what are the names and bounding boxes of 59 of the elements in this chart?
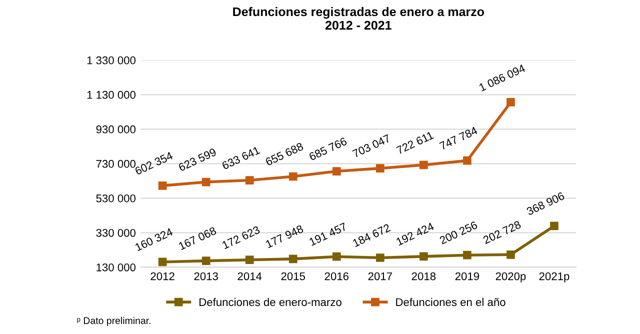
y-tick-label: 330 000 — [96, 228, 136, 237]
y-tick-label: 930 000 — [96, 125, 136, 134]
y-tick-label: 130 000 — [96, 263, 136, 272]
point — [288, 254, 298, 264]
data-label: 184 672 — [352, 224, 391, 248]
chart-title: Defunciones registradas de enero a marzo 2012 - 2021 — [233, 6, 484, 30]
point — [332, 167, 341, 176]
data-label: 167 068 — [178, 226, 217, 250]
point — [463, 250, 472, 260]
x-tick-label: 2019 — [455, 272, 480, 280]
data-label: 703 047 — [352, 134, 391, 158]
point — [158, 182, 167, 190]
x-tick-label: 2016 — [324, 272, 349, 280]
data-label: 1 086 094 — [478, 64, 526, 92]
x-tick-label: 2012 — [150, 272, 174, 280]
data-label: 191 457 — [308, 222, 348, 246]
x-tick-label: 2015 — [281, 272, 306, 280]
legend-label: Defunciones en el año — [396, 298, 506, 306]
data-label: 685 766 — [308, 137, 348, 161]
point — [420, 252, 428, 261]
data-label: 192 424 — [396, 222, 435, 246]
point — [202, 178, 210, 186]
x-tick-label: 2021p — [539, 272, 570, 282]
y-tick-label: 1 330 000 — [87, 56, 136, 64]
point — [245, 256, 254, 264]
point — [288, 172, 298, 181]
point — [376, 254, 384, 262]
data-label: 722 611 — [396, 131, 434, 154]
point — [506, 98, 515, 106]
point — [158, 258, 167, 266]
point — [550, 222, 558, 230]
legend-label: Defunciones de enero-marzo — [200, 298, 342, 306]
data-label: 368 906 — [526, 192, 565, 216]
x-tick-label: 2020p — [496, 272, 526, 282]
text: ᵖ Dato preliminar. — [77, 316, 150, 326]
data-label: 172 623 — [222, 226, 260, 250]
data-label: 623 599 — [178, 148, 217, 172]
data-label: 655 688 — [265, 142, 304, 166]
x-tick-label: 2013 — [194, 272, 218, 280]
data-label: 200 256 — [439, 220, 478, 245]
y-tick-label: 730 000 — [96, 160, 136, 168]
point — [245, 176, 254, 184]
data-label: 160 324 — [134, 228, 174, 252]
x-tick-label: 2018 — [412, 272, 436, 280]
data-label: 202 728 — [482, 220, 522, 244]
point — [376, 164, 384, 172]
data-label: 747 784 — [439, 126, 478, 150]
point — [202, 256, 210, 265]
data-label: 602 354 — [134, 151, 174, 176]
data-label: 633 641 — [222, 146, 260, 170]
point — [463, 156, 472, 165]
x-tick-label: 2017 — [368, 272, 392, 280]
y-tick-label: 530 000 — [96, 194, 136, 202]
point — [332, 252, 341, 261]
y-tick-label: 1 130 000 — [87, 90, 136, 99]
point — [420, 160, 428, 170]
data-label: 177 948 — [265, 224, 304, 248]
point — [506, 250, 515, 259]
x-tick-label: 2014 — [238, 272, 262, 280]
